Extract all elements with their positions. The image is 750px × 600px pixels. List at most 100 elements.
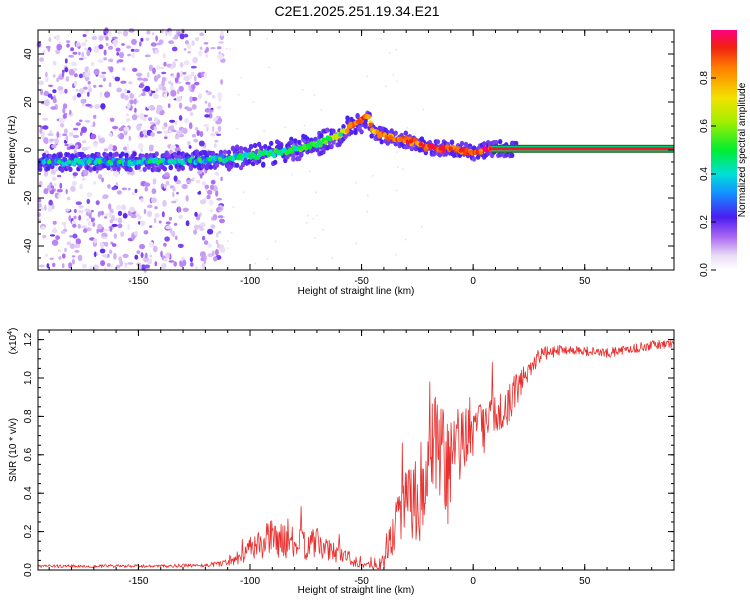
noise-point	[108, 58, 114, 63]
noise-point	[204, 184, 210, 189]
noise-point	[216, 115, 222, 119]
noise-point	[113, 233, 118, 239]
noise-point	[307, 214, 310, 217]
noise-point	[138, 221, 141, 225]
noise-point	[191, 96, 198, 102]
ridge-halo-cell	[200, 163, 206, 169]
ridge-halo-cell	[349, 129, 354, 135]
ridge-core-cell	[271, 153, 277, 159]
noise-point	[78, 73, 83, 79]
ridge-halo-cell	[263, 144, 268, 150]
noise-point	[87, 221, 91, 226]
noise-point	[115, 47, 121, 52]
noise-point	[65, 135, 69, 142]
spectrogram-y-tick-label: 0	[23, 147, 34, 153]
noise-point	[47, 133, 54, 137]
noise-point	[178, 214, 184, 219]
noise-point	[193, 138, 198, 143]
noise-point	[81, 51, 85, 58]
ridge-core-cell	[314, 143, 320, 149]
noise-point	[132, 67, 138, 72]
noise-point	[144, 252, 148, 259]
noise-point	[183, 33, 189, 38]
noise-point	[104, 266, 107, 272]
noise-point	[75, 238, 82, 245]
noise-point	[213, 143, 217, 148]
noise-point	[69, 109, 72, 115]
ridge-halo-cell	[329, 144, 334, 150]
noise-point	[174, 134, 180, 140]
ridge-halo-cell	[409, 145, 414, 151]
noise-point	[216, 207, 222, 210]
noise-point	[61, 221, 67, 226]
noise-point	[37, 41, 41, 48]
noise-point	[108, 132, 113, 137]
noise-point	[86, 49, 91, 57]
noise-point	[182, 127, 188, 134]
colorbar-tick-label: 0.6	[699, 119, 710, 133]
ridge-halo-cell	[218, 149, 224, 155]
ridge-peak-cell	[107, 159, 112, 165]
noise-point	[103, 77, 106, 82]
noise-point	[139, 41, 142, 47]
noise-point	[98, 174, 103, 180]
noise-point	[140, 148, 144, 153]
noise-point	[87, 81, 91, 85]
noise-point	[195, 127, 199, 131]
noise-point	[394, 253, 397, 256]
noise-point	[40, 226, 46, 230]
noise-point	[74, 80, 77, 88]
noise-point	[43, 188, 49, 195]
noise-point	[117, 217, 123, 224]
noise-point	[179, 62, 184, 68]
noise-point	[122, 253, 129, 258]
noise-point	[125, 113, 129, 117]
noise-point	[404, 238, 407, 241]
noise-point	[192, 176, 195, 180]
noise-point	[193, 229, 198, 235]
noise-point	[85, 103, 92, 107]
noise-point	[236, 127, 239, 130]
noise-point	[165, 180, 170, 185]
noise-point	[152, 93, 159, 99]
noise-point	[109, 167, 114, 172]
noise-point	[139, 112, 145, 120]
noise-point	[176, 130, 183, 135]
noise-point	[55, 235, 60, 241]
noise-point	[134, 231, 138, 236]
noise-point	[51, 176, 57, 182]
noise-point	[151, 188, 157, 195]
noise-point	[291, 173, 294, 176]
noise-point	[173, 222, 178, 226]
noise-point	[61, 72, 65, 78]
noise-point	[108, 249, 113, 255]
ridge-halo-cell	[124, 152, 129, 158]
noise-point	[103, 57, 107, 61]
noise-point	[169, 119, 176, 123]
noise-point	[49, 257, 54, 260]
noise-point	[101, 177, 104, 183]
noise-point	[46, 263, 50, 269]
noise-point	[128, 81, 133, 85]
noise-point	[203, 240, 209, 245]
noise-point	[81, 42, 87, 47]
noise-point	[59, 182, 63, 189]
noise-point	[57, 76, 64, 80]
noise-point	[191, 40, 195, 46]
noise-point	[66, 241, 72, 246]
noise-point	[274, 240, 277, 243]
noise-point	[228, 48, 231, 51]
noise-point	[52, 262, 56, 268]
noise-point	[53, 183, 57, 187]
noise-point	[173, 261, 177, 267]
noise-point	[64, 247, 67, 253]
noise-point	[136, 124, 142, 131]
noise-point	[216, 198, 223, 201]
noise-point	[315, 214, 318, 217]
ridge-halo-cell	[463, 141, 469, 147]
noise-point	[267, 66, 270, 69]
noise-point	[178, 85, 184, 92]
ridge-peak-cell	[77, 159, 82, 165]
noise-point	[58, 256, 62, 260]
snr-plot-area	[38, 330, 674, 570]
